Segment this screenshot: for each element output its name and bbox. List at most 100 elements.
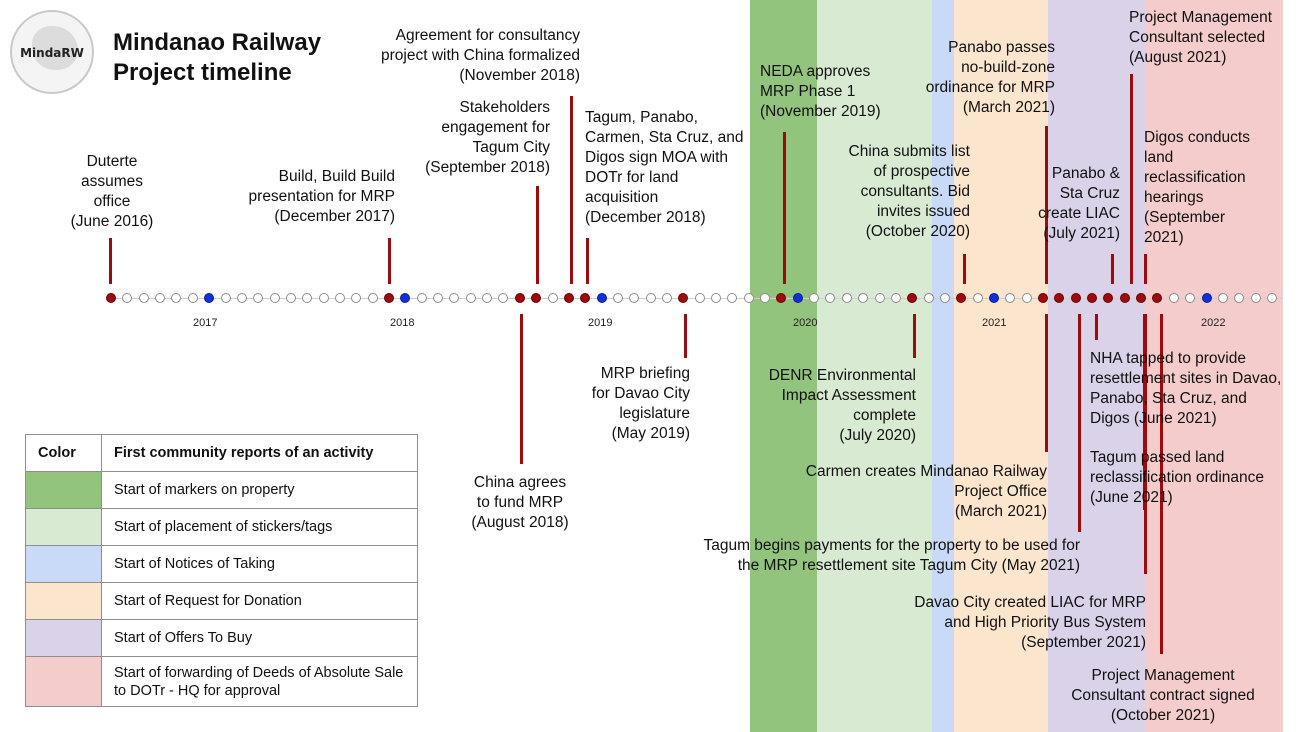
timeline-month-dot xyxy=(1234,293,1245,303)
annotation-line: project with China formalized xyxy=(380,47,580,64)
annotation-moa: Tagum, Panabo, Carmen, Sta Cruz, and Digos… xyxy=(585,108,760,228)
legend-header: Color First community reports of an acti… xyxy=(25,434,418,472)
band-stickers xyxy=(817,0,932,732)
annotation-line: MRP briefing xyxy=(600,365,690,382)
band-markers xyxy=(750,0,817,732)
timeline-month-dot xyxy=(1021,293,1032,303)
legend-row: Start of Request for Donation xyxy=(25,582,418,620)
stem-panabo-liac xyxy=(1111,254,1114,284)
annotation-line: (November 2019) xyxy=(760,103,881,120)
annotation-line: (May 2019) xyxy=(611,425,690,442)
annotation-line: the MRP resettlement site Tagum City (Ma… xyxy=(737,557,1080,574)
timeline-event-dot xyxy=(384,293,394,303)
legend-table: Color First community reports of an acti… xyxy=(25,434,418,707)
timeline-month-dot xyxy=(318,293,329,303)
legend-label: Start of forwarding of Deeds of Absolute… xyxy=(101,656,418,707)
stem-moa xyxy=(586,238,589,284)
annotation-line: Project Office xyxy=(954,483,1047,500)
timeline-event-dot xyxy=(1087,293,1097,303)
annotation-tagum-land: Tagum passed land reclassification ordina… xyxy=(1090,448,1300,508)
annotation-line: presentation for MRP xyxy=(248,188,395,205)
annotation-line: invites issued xyxy=(876,203,970,220)
annotation-line: reclassification ordinance xyxy=(1090,469,1265,486)
timeline-month-dot xyxy=(645,293,656,303)
annotation-line: (August 2018) xyxy=(471,514,569,531)
timeline-month-dot xyxy=(727,293,738,303)
annotation-tagum-payments: Tagum begins payments for the property t… xyxy=(660,536,1080,576)
annotation-line: Sta Cruz xyxy=(1059,185,1120,202)
timeline-month-dot xyxy=(874,293,885,303)
stem-denr xyxy=(913,314,916,358)
annotation-davao-liac: Davao City created LIAC for MRP and High … xyxy=(880,593,1146,653)
timeline-month-dot xyxy=(171,293,182,303)
legend-row: Start of markers on property xyxy=(25,471,418,509)
annotation-line: Consultant selected xyxy=(1129,29,1266,46)
timeline-month-dot xyxy=(498,293,509,303)
annotation-line: (August 2021) xyxy=(1129,49,1227,66)
annotation-nha: NHA tapped to provide resettlement sites … xyxy=(1090,349,1300,429)
annotation-denr: DENR Environmental Impact Assessment compl… xyxy=(750,366,916,446)
annotation-line: Digos conducts xyxy=(1144,129,1250,146)
timeline-month-dot xyxy=(743,293,754,303)
annotation-line: to fund MRP xyxy=(476,494,564,511)
annotation-line: (September 2021) xyxy=(1021,634,1146,651)
legend-label: Start of Offers To Buy xyxy=(101,619,418,657)
timeline-month-dot xyxy=(858,293,869,303)
annotation-line: Carmen, Sta Cruz, and xyxy=(585,129,744,146)
legend-label: Start of Notices of Taking xyxy=(101,545,418,583)
legend-label: Start of Request for Donation xyxy=(101,582,418,620)
stem-pmc-selected xyxy=(1130,74,1133,284)
timeline-year-dot xyxy=(400,293,411,303)
timeline-month-dot xyxy=(465,293,476,303)
year-2017: 2017 xyxy=(193,317,218,329)
timeline-month-dot xyxy=(155,293,166,303)
timeline-month-dot xyxy=(711,293,721,303)
legend-row: Start of placement of stickers/tags xyxy=(25,508,418,546)
stem-briefing xyxy=(684,314,687,358)
timeline-month-dot xyxy=(416,293,427,303)
timeline-month-dot xyxy=(972,293,983,303)
annotation-consultancy: Agreement for consultancy project with Ch… xyxy=(345,26,580,86)
annotation-line: Panabo & xyxy=(1051,165,1120,182)
stem-panabo-nbz xyxy=(1045,126,1048,284)
stem-neda xyxy=(783,132,786,284)
annotation-line: hearings xyxy=(1144,189,1204,206)
annotation-line: DENR Environmental xyxy=(768,367,916,384)
timeline-month-dot xyxy=(449,293,460,303)
timeline-month-dot xyxy=(236,293,247,303)
timeline-month-dot xyxy=(122,293,133,303)
stem-digos xyxy=(1144,254,1147,284)
timeline-month-dot xyxy=(841,293,852,303)
annotation-duterte: Duterte assumes office (June 2016) xyxy=(60,152,164,232)
annotation-line: Tagum begins payments for the property t… xyxy=(703,537,1080,554)
annotation-line: ordinance for MRP xyxy=(925,79,1055,96)
timeline-event-dot xyxy=(678,293,689,303)
annotation-china-fund: China agrees to fund MRP (August 2018) xyxy=(458,473,582,533)
timeline-month-dot xyxy=(187,293,198,303)
timeline-month-dot xyxy=(482,293,493,303)
stem-duterte xyxy=(109,238,112,284)
timeline-month-dot xyxy=(809,293,820,303)
annotation-line: reclassification xyxy=(1144,169,1246,186)
legend-row: Start of Notices of Taking xyxy=(25,545,418,583)
stem-nha xyxy=(1095,314,1098,340)
annotation-china-list: China submits list of prospective consulta… xyxy=(820,142,970,242)
timeline-event-dot xyxy=(1054,293,1065,303)
timeline-year-dot xyxy=(596,293,607,303)
annotation-digos: Digos conducts land reclassification hearin… xyxy=(1144,128,1284,248)
title-line-2: Project timeline xyxy=(113,59,292,86)
annotation-line: (October 2020) xyxy=(865,223,970,240)
annotation-stakeholders: Stakeholders engagement for Tagum City (Sep… xyxy=(405,98,550,178)
timeline-year-dot xyxy=(204,293,215,303)
annotation-line: China submits list xyxy=(848,143,970,160)
timeline-month-dot xyxy=(367,293,378,303)
timeline-month-dot xyxy=(1250,293,1261,303)
stem-tagum-payments xyxy=(1078,314,1081,532)
timeline-event-dot xyxy=(1136,293,1147,303)
band-notices xyxy=(932,0,954,732)
timeline-month-dot xyxy=(923,293,934,303)
stem-tagum-land xyxy=(1143,314,1146,510)
annotation-line: (October 2021) xyxy=(1110,707,1216,724)
annotation-line: resettlement sites in Davao, xyxy=(1090,370,1282,387)
page-title: Mindanao Railway Project timeline xyxy=(113,28,321,88)
